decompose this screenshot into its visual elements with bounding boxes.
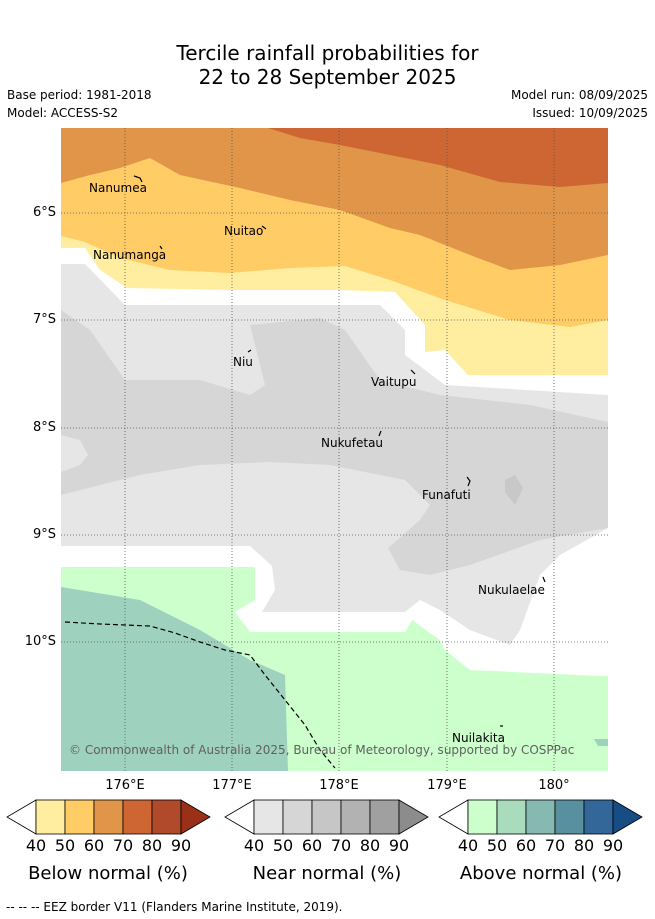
colorbar-below-tick: 40 xyxy=(25,836,47,855)
colorbar-above-swatch xyxy=(554,799,585,835)
place-label-nanumanga: Nanumanga xyxy=(93,248,167,262)
colorbar-above-tick: 80 xyxy=(573,836,595,855)
below-normal-70-region xyxy=(268,128,608,187)
colorbar-below-swatch xyxy=(122,799,153,835)
probability-map xyxy=(61,128,608,771)
place-label-nuitao: Nuitao xyxy=(224,224,264,238)
lon-label-177e: 177°E xyxy=(212,778,252,793)
gridlines xyxy=(61,128,608,771)
colorbar-above-min-arrow xyxy=(438,799,469,835)
colorbar-near-swatch xyxy=(369,799,400,835)
colorbar-above-max-arrow xyxy=(612,799,643,835)
colorbar-near-tick: 90 xyxy=(388,836,410,855)
colorbar-above xyxy=(438,799,643,835)
lat-label-10s: 10°S xyxy=(24,634,56,649)
colorbar-below-max-arrow xyxy=(180,799,211,835)
above-normal-50-patch xyxy=(594,739,608,746)
colorbar-near-tick: 70 xyxy=(330,836,352,855)
colorbar-title-near: Near normal (%) xyxy=(252,863,402,884)
colorbar-near-swatch xyxy=(340,799,371,835)
colorbar-below-tick: 50 xyxy=(54,836,76,855)
colorbar-near-min-arrow xyxy=(224,799,255,835)
colorbar-below-tick: 80 xyxy=(141,836,163,855)
near-normal-50-inlet xyxy=(61,435,88,472)
place-label-niu: Niu xyxy=(233,355,253,369)
map-title-line2: 22 to 28 September 2025 xyxy=(198,65,457,89)
colorbar-near xyxy=(224,799,429,835)
colorbar-above-tick: 90 xyxy=(602,836,624,855)
colorbars xyxy=(6,799,643,835)
model-name: Model: ACCESS-S2 xyxy=(7,106,119,120)
base-period: Base period: 1981-2018 xyxy=(7,88,152,102)
above-normal-50-region xyxy=(61,587,288,771)
colorbar-near-tick: 40 xyxy=(243,836,265,855)
near-normal-50-island-patch xyxy=(505,475,523,505)
colorbar-near-tick: 60 xyxy=(301,836,323,855)
near-normal-50-region xyxy=(61,310,608,575)
place-label-vaitupu: Vaitupu xyxy=(371,375,417,389)
colorbar-below-swatch xyxy=(35,799,66,835)
lon-label-179e: 179°E xyxy=(427,778,467,793)
model-run: Model run: 08/09/2025 xyxy=(510,88,648,102)
place-label-nukulaelae: Nukulaelae xyxy=(478,583,545,597)
colorbar-below-min-arrow xyxy=(6,799,37,835)
colorbar-title-below: Below normal (%) xyxy=(28,863,188,884)
colorbar-near-swatch xyxy=(253,799,284,835)
colorbar-above-swatch xyxy=(467,799,498,835)
colorbar-below-swatch xyxy=(151,799,182,835)
lat-label-6s: 6°S xyxy=(32,205,56,220)
island-shapes xyxy=(133,175,546,727)
colorbar-near-swatch xyxy=(311,799,342,835)
colorbar-above-tick: 50 xyxy=(486,836,508,855)
place-label-funafuti: Funafuti xyxy=(422,488,471,502)
eez-border xyxy=(64,621,336,769)
colorbar-above-swatch xyxy=(583,799,614,835)
colorbar-near-tick: 50 xyxy=(272,836,294,855)
lat-label-8s: 8°S xyxy=(32,420,56,435)
lon-label-180: 180° xyxy=(538,778,570,793)
colorbar-below-tick: 70 xyxy=(112,836,134,855)
lon-label-176e: 176°E xyxy=(105,778,145,793)
issued-date: Issued: 10/09/2025 xyxy=(532,106,648,120)
colorbar-near-swatch xyxy=(282,799,313,835)
colorbar-above-tick: 40 xyxy=(457,836,479,855)
place-label-nanumea: Nanumea xyxy=(89,181,147,195)
colorbar-below-tick: 90 xyxy=(170,836,192,855)
colorbar-below-tick: 60 xyxy=(83,836,105,855)
map-title-line1: Tercile rainfall probabilities for xyxy=(176,41,479,65)
lat-label-9s: 9°S xyxy=(32,527,56,542)
eez-footnote: -- -- -- EEZ border V11 (Flanders Marine… xyxy=(6,900,343,914)
colorbar-above-tick: 60 xyxy=(515,836,537,855)
colorbar-above-swatch xyxy=(496,799,527,835)
place-label-nuilakita: Nuilakita xyxy=(452,731,505,745)
colorbar-below-swatch xyxy=(64,799,95,835)
place-label-nukufetau: Nukufetau xyxy=(321,436,384,450)
colorbar-near-tick: 80 xyxy=(359,836,381,855)
colorbar-below xyxy=(6,799,211,835)
lat-label-7s: 7°S xyxy=(32,312,56,327)
colorbar-title-above: Above normal (%) xyxy=(459,863,623,884)
lon-label-178e: 178°E xyxy=(319,778,359,793)
colorbar-near-max-arrow xyxy=(398,799,429,835)
copyright-notice: © Commonwealth of Australia 2025, Bureau… xyxy=(69,743,575,757)
colorbar-above-swatch xyxy=(525,799,556,835)
colorbar-below-swatch xyxy=(93,799,124,835)
colorbar-above-tick: 70 xyxy=(544,836,566,855)
